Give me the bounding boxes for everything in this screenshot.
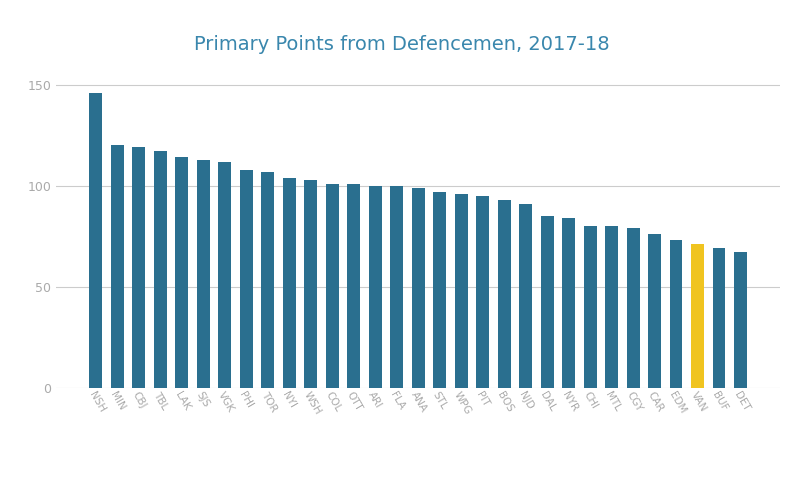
- Bar: [369, 186, 381, 388]
- Bar: [89, 93, 102, 388]
- Bar: [454, 194, 467, 388]
- Bar: [389, 186, 402, 388]
- Bar: [540, 216, 552, 388]
- Bar: [261, 171, 274, 388]
- Bar: [175, 158, 188, 388]
- Bar: [153, 152, 166, 388]
- Bar: [218, 162, 230, 388]
- Bar: [325, 184, 338, 388]
- Bar: [132, 148, 145, 388]
- Bar: [605, 226, 618, 388]
- Bar: [711, 248, 724, 388]
- Bar: [497, 200, 510, 388]
- Bar: [111, 145, 124, 388]
- Bar: [475, 196, 488, 388]
- Bar: [519, 204, 532, 388]
- Bar: [433, 192, 446, 388]
- Bar: [647, 234, 660, 388]
- Bar: [411, 188, 424, 388]
- Bar: [304, 180, 316, 388]
- Bar: [583, 226, 596, 388]
- Text: Primary Points from Defencemen, 2017-18: Primary Points from Defencemen, 2017-18: [194, 35, 609, 54]
- Bar: [347, 184, 360, 388]
- Bar: [626, 228, 638, 388]
- Bar: [691, 245, 703, 388]
- Bar: [197, 160, 210, 388]
- Bar: [561, 218, 574, 388]
- Bar: [239, 169, 252, 388]
- Bar: [733, 252, 746, 388]
- Bar: [283, 177, 296, 388]
- Bar: [669, 240, 682, 388]
